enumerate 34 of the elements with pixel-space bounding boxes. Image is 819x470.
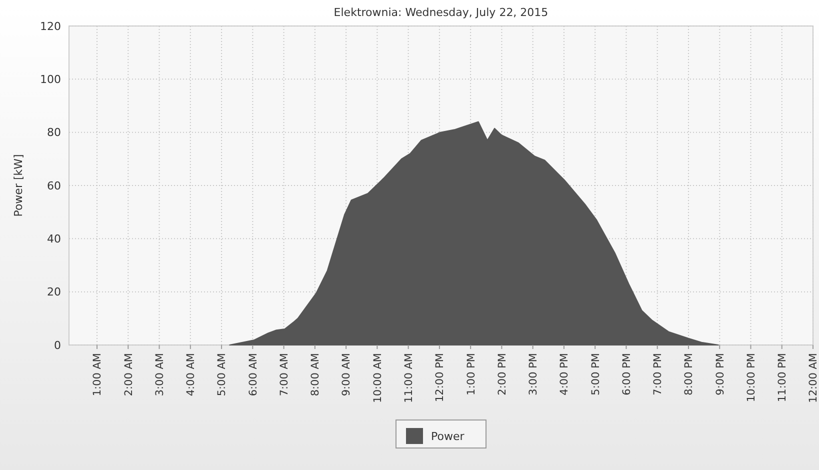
x-tick-label: 7:00 AM [278, 353, 290, 396]
y-tick-label: 120 [40, 20, 61, 33]
y-tick-label: 0 [54, 338, 61, 352]
x-tick-label: 12:00 PM [434, 353, 446, 402]
x-tick-label: 4:00 PM [558, 353, 571, 396]
y-tick-label: 60 [47, 179, 61, 192]
y-axis-title: Power [kW] [12, 154, 25, 217]
y-tick-label: 80 [47, 126, 61, 140]
y-tick-label: 40 [47, 232, 61, 246]
x-tick-label: 6:00 AM [247, 353, 260, 396]
y-tick-label: 100 [40, 73, 61, 86]
x-tick-label: 8:00 AM [310, 353, 322, 396]
x-tick-label: 1:00 PM [465, 353, 478, 396]
x-tick-label: 5:00 PM [590, 353, 602, 396]
x-tick-label: 9:00 AM [340, 353, 353, 396]
x-tick-label: 11:00 PM [776, 353, 789, 402]
x-tick-label: 8:00 PM [683, 353, 696, 396]
x-tick-label: 11:00 AM [402, 353, 415, 403]
x-tick-label: 2:00 AM [122, 353, 135, 396]
x-tick-label: 10:00 AM [372, 353, 384, 403]
x-tick-label: 1:00 AM [92, 353, 104, 396]
x-tick-label: 10:00 PM [745, 353, 758, 402]
x-tick-label: 9:00 PM [714, 353, 726, 396]
x-tick-label: 3:00 AM [154, 353, 166, 396]
x-tick-label: 12:00 AM [808, 353, 819, 403]
x-tick-label: 4:00 AM [185, 353, 198, 396]
chart-title: Elektrownia: Wednesday, July 22, 2015 [334, 6, 548, 19]
x-tick-label: 3:00 PM [528, 353, 540, 396]
legend-label: Power [431, 430, 465, 443]
y-tick-label: 20 [47, 286, 61, 299]
x-tick-label: 7:00 PM [652, 353, 664, 396]
x-tick-label: 5:00 AM [216, 353, 228, 396]
x-tick-label: 2:00 PM [496, 353, 508, 396]
x-tick-label: 6:00 PM [620, 353, 633, 396]
